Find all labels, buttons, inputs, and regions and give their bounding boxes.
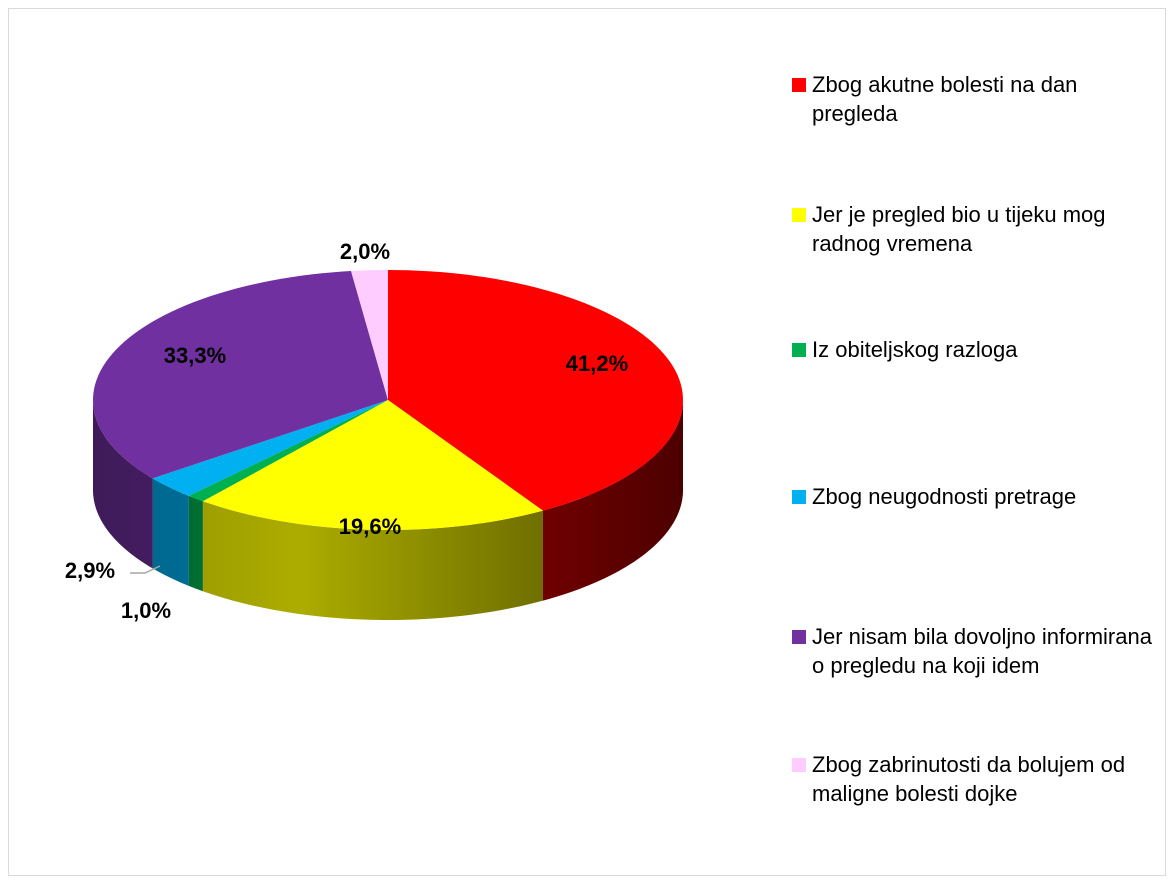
chart-frame (8, 8, 1166, 876)
legend-swatch (792, 78, 806, 92)
pie-slice (188, 400, 388, 502)
legend-item: Zbog neugodnosti pretrage (790, 482, 1160, 511)
legend-label: Jer nisam bila dovoljno informirana o pr… (812, 624, 1152, 678)
legend-item: Jer je pregled bio u tijeku mog radnog v… (790, 200, 1160, 258)
legend-label: Iz obiteljskog razloga (812, 337, 1018, 362)
legend-label: Zbog akutne bolesti na dan pregleda (812, 72, 1078, 126)
legend-swatch (792, 343, 806, 357)
legend-item: Iz obiteljskog razloga (790, 335, 1160, 364)
data-label: 1,0% (121, 598, 171, 623)
data-label: 2,9% (65, 558, 115, 583)
legend-swatch (792, 490, 806, 504)
pie-slice (152, 400, 388, 496)
data-label: 19,6% (339, 514, 401, 539)
data-label: 33,3% (164, 343, 226, 368)
legend-label: Zbog neugodnosti pretrage (812, 484, 1077, 509)
side-shading (93, 400, 683, 620)
legend-swatch (792, 630, 806, 644)
legend-swatch (792, 208, 806, 222)
legend-label: Jer je pregled bio u tijeku mog radnog v… (812, 202, 1106, 256)
pie-slice (388, 270, 683, 511)
legend-label: Zbog zabrinutosti da bolujem od maligne … (812, 752, 1126, 806)
data-label: 41,2% (566, 351, 628, 376)
pie-slice (351, 270, 388, 400)
legend-swatch (792, 758, 806, 772)
leader-line (130, 565, 161, 574)
legend-item: Jer nisam bila dovoljno informirana o pr… (790, 622, 1160, 680)
data-label: 2,0% (340, 239, 390, 264)
pie-slice (202, 400, 543, 530)
pie-slice (93, 271, 389, 479)
legend-item: Zbog akutne bolesti na dan pregleda (790, 70, 1160, 128)
legend-item: Zbog zabrinutosti da bolujem od maligne … (790, 750, 1160, 808)
